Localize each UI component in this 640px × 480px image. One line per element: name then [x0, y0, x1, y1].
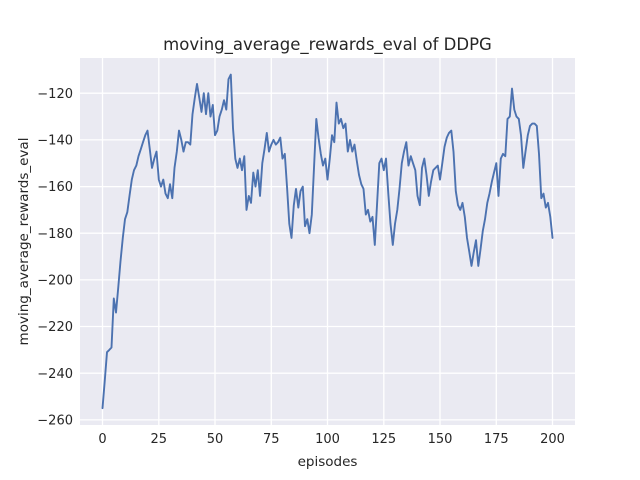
y-tick-label: −220 — [37, 320, 73, 335]
x-tick-label: 50 — [207, 432, 224, 447]
x-tick-label: 150 — [428, 432, 453, 447]
x-tick-label: 175 — [484, 432, 509, 447]
x-tick-label: 75 — [263, 432, 280, 447]
x-tick-label: 25 — [151, 432, 168, 447]
y-tick-label: −200 — [37, 274, 73, 289]
gridlines — [80, 58, 575, 425]
x-tick-label: 100 — [315, 432, 340, 447]
y-tick-label: −240 — [37, 367, 73, 382]
y-tick-labels: −260 −240 −220 −200 −180 −160 −140 −120 — [37, 87, 73, 429]
x-tick-label: 125 — [371, 432, 396, 447]
series-line-ddpg — [101, 73, 554, 410]
chart-title: moving_average_rewards_eval of DDPG — [163, 35, 492, 55]
x-tick-labels: 0 25 50 75 100 125 150 175 200 — [98, 432, 565, 447]
y-tick-label: −140 — [37, 134, 73, 149]
x-axis-label: episodes — [298, 454, 358, 470]
y-tick-label: −260 — [37, 414, 73, 429]
x-tick-label: 200 — [540, 432, 565, 447]
x-tick-label: 0 — [98, 432, 106, 447]
y-tick-label: −180 — [37, 227, 73, 242]
y-tick-label: −120 — [37, 87, 73, 102]
y-axis-label: moving_average_rewards_eval — [16, 138, 32, 346]
y-tick-label: −160 — [37, 180, 73, 195]
